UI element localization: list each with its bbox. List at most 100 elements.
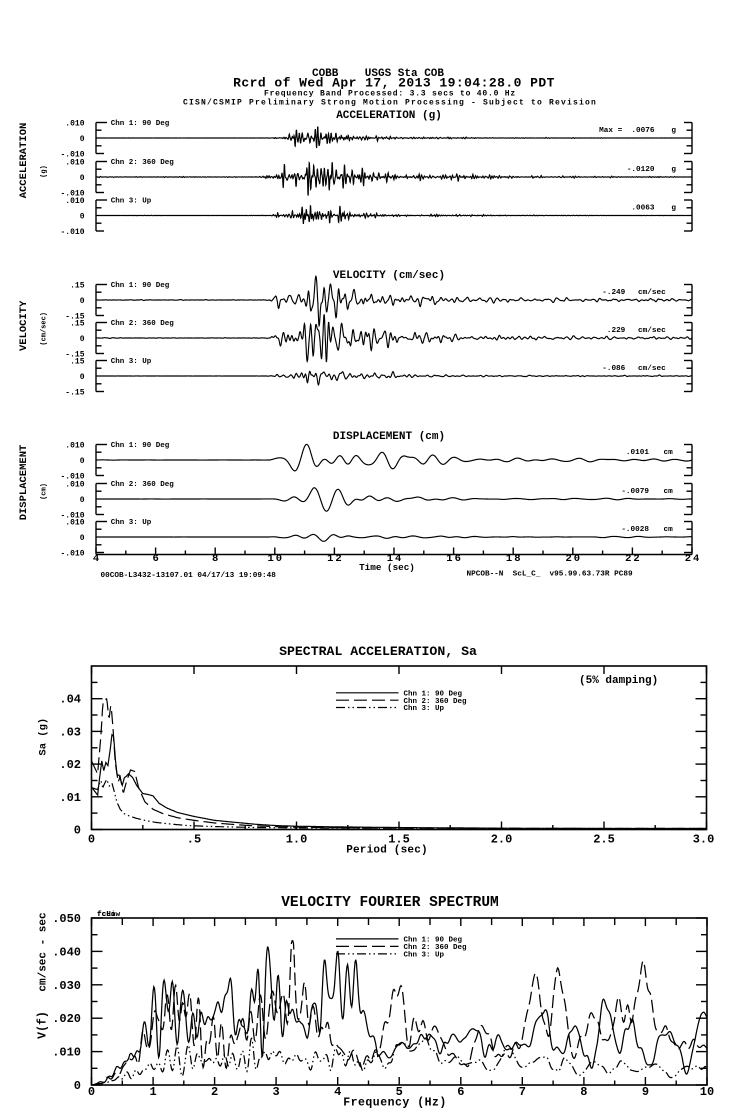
svg-text:-.086: -.086 [602, 365, 625, 373]
svg-text:Chn 2: 360 Deg: Chn 2: 360 Deg [111, 481, 175, 489]
svg-text:DISPLACEMENT: DISPLACEMENT [18, 445, 30, 521]
svg-text:-.010: -.010 [60, 473, 84, 482]
svg-text:6: 6 [152, 553, 160, 565]
svg-text:Chn 3: Up: Chn 3: Up [111, 198, 152, 206]
svg-text:(5% damping): (5% damping) [579, 675, 658, 687]
svg-text:18: 18 [506, 553, 523, 565]
svg-text:Chn 3: Up: Chn 3: Up [404, 952, 445, 960]
svg-text:(cm/sec): (cm/sec) [40, 312, 48, 346]
svg-text:g: g [671, 127, 676, 135]
svg-text:Chn 2: 360 Deg: Chn 2: 360 Deg [404, 698, 468, 706]
svg-text:2: 2 [211, 1085, 218, 1099]
svg-text:.0101: .0101 [626, 449, 649, 457]
svg-text:Chn 1: 90 Deg: Chn 1: 90 Deg [404, 937, 463, 945]
svg-text:Sa (g): Sa (g) [37, 718, 49, 756]
svg-text:Chn 3: Up: Chn 3: Up [111, 358, 152, 366]
svg-text:cm/sec: cm/sec [638, 289, 666, 297]
svg-text:fcLow: fcLow [97, 911, 120, 919]
svg-text:0: 0 [80, 174, 85, 183]
svg-text:VELOCITY FOURIER SPECTRUM: VELOCITY FOURIER SPECTRUM [281, 895, 499, 911]
svg-text:(cm): (cm) [40, 483, 48, 500]
svg-text:0: 0 [80, 534, 85, 543]
svg-text:0: 0 [80, 496, 85, 505]
svg-text:6: 6 [457, 1085, 464, 1099]
svg-text:Chn 1: 90 Deg: Chn 1: 90 Deg [111, 282, 170, 290]
svg-text:ACCELERATION (g): ACCELERATION (g) [336, 110, 442, 122]
svg-text:9: 9 [642, 1085, 649, 1099]
svg-text:-.249: -.249 [602, 289, 625, 297]
svg-text:VELOCITY: VELOCITY [18, 300, 30, 351]
svg-text:0: 0 [80, 335, 85, 344]
svg-text:Time (sec): Time (sec) [359, 562, 415, 573]
svg-text:10: 10 [267, 553, 284, 565]
svg-text:1: 1 [149, 1085, 156, 1099]
svg-text:.229: .229 [607, 327, 626, 335]
svg-text:-.010: -.010 [60, 550, 84, 559]
svg-text:0: 0 [74, 1079, 81, 1093]
svg-text:.010: .010 [65, 519, 84, 528]
svg-text:Chn 1: 90 Deg: Chn 1: 90 Deg [111, 120, 170, 128]
svg-text:.010: .010 [65, 481, 84, 490]
svg-text:0: 0 [80, 135, 85, 144]
svg-text:0: 0 [88, 1085, 95, 1099]
svg-text:14: 14 [387, 553, 404, 565]
svg-text:0: 0 [80, 297, 85, 306]
svg-text:16: 16 [446, 553, 463, 565]
svg-text:Chn 3: Up: Chn 3: Up [111, 519, 152, 527]
svg-text:NPCOB--N ScL_C_ v95.99.63.73: NPCOB--N ScL_C_ v95.99.63.73R PC89 [467, 571, 633, 579]
svg-text:0: 0 [80, 457, 85, 466]
svg-text:0: 0 [80, 373, 85, 382]
svg-text:VELOCITY (cm/sec): VELOCITY (cm/sec) [333, 270, 445, 282]
svg-text:.03: .03 [59, 725, 81, 739]
svg-text:.15: .15 [70, 358, 85, 367]
svg-text:.010: .010 [65, 159, 84, 168]
svg-text:.15: .15 [70, 320, 85, 329]
svg-text:2.5: 2.5 [593, 833, 615, 847]
svg-text:0: 0 [80, 213, 85, 222]
svg-text:7: 7 [519, 1085, 526, 1099]
svg-text:.030: .030 [52, 979, 81, 993]
svg-text:Max = .0076: Max = .0076 [599, 127, 655, 135]
svg-text:Rcrd of Wed Apr 17, 2013 19:04: Rcrd of Wed Apr 17, 2013 19:04:28.0 PDT [233, 76, 555, 91]
svg-text:cm/sec - sec: cm/sec - sec [38, 912, 50, 991]
svg-text:0: 0 [74, 824, 81, 838]
svg-text:.5: .5 [187, 833, 201, 847]
svg-text:cm/sec: cm/sec [638, 327, 666, 335]
svg-text:Frequency Band Processed: 3.3: Frequency Band Processed: 3.3 secs to 40… [264, 90, 516, 99]
svg-text:COBB USGS Sta COB: COBB USGS Sta COB [312, 68, 444, 80]
svg-text:Chn 1: 90 Deg: Chn 1: 90 Deg [404, 691, 463, 699]
svg-text:cm/sec: cm/sec [638, 365, 666, 373]
svg-text:.020: .020 [52, 1012, 81, 1026]
svg-text:-.010: -.010 [60, 151, 84, 160]
svg-text:-.010: -.010 [60, 512, 84, 521]
svg-text:Frequency (Hz): Frequency (Hz) [343, 1097, 447, 1110]
svg-text:DISPLACEMENT (cm): DISPLACEMENT (cm) [333, 431, 445, 443]
svg-text:V(f): V(f) [37, 1011, 50, 1039]
svg-text:1.0: 1.0 [286, 833, 308, 847]
svg-text:4: 4 [334, 1085, 341, 1099]
svg-text:Chn 2: 360 Deg: Chn 2: 360 Deg [404, 944, 468, 952]
svg-text:-.0028: -.0028 [621, 526, 649, 534]
svg-text:-.15: -.15 [65, 389, 84, 398]
svg-text:.02: .02 [59, 758, 81, 772]
svg-text:cm: cm [664, 488, 674, 496]
svg-text:g: g [671, 205, 676, 213]
svg-text:-.0120: -.0120 [627, 166, 655, 174]
svg-text:Chn 2: 360 Deg: Chn 2: 360 Deg [111, 320, 175, 328]
svg-text:.010: .010 [65, 197, 84, 206]
svg-text:CISN/CSMIP Preliminary Strong: CISN/CSMIP Preliminary Strong Motion Pro… [183, 99, 597, 108]
svg-text:.0063: .0063 [631, 205, 654, 213]
svg-text:-.010: -.010 [60, 190, 84, 199]
svg-text:g: g [671, 166, 676, 174]
svg-text:5: 5 [396, 1085, 403, 1099]
svg-text:10: 10 [700, 1085, 714, 1099]
svg-text:0: 0 [88, 833, 95, 847]
svg-text:.01: .01 [59, 791, 81, 805]
svg-text:20: 20 [565, 553, 582, 565]
svg-text:-.010: -.010 [60, 228, 84, 237]
svg-text:12: 12 [327, 553, 344, 565]
svg-text:.010: .010 [65, 442, 84, 451]
svg-text:8: 8 [212, 553, 220, 565]
svg-text:ACCELERATION: ACCELERATION [18, 123, 30, 199]
svg-text:3.0: 3.0 [693, 833, 715, 847]
